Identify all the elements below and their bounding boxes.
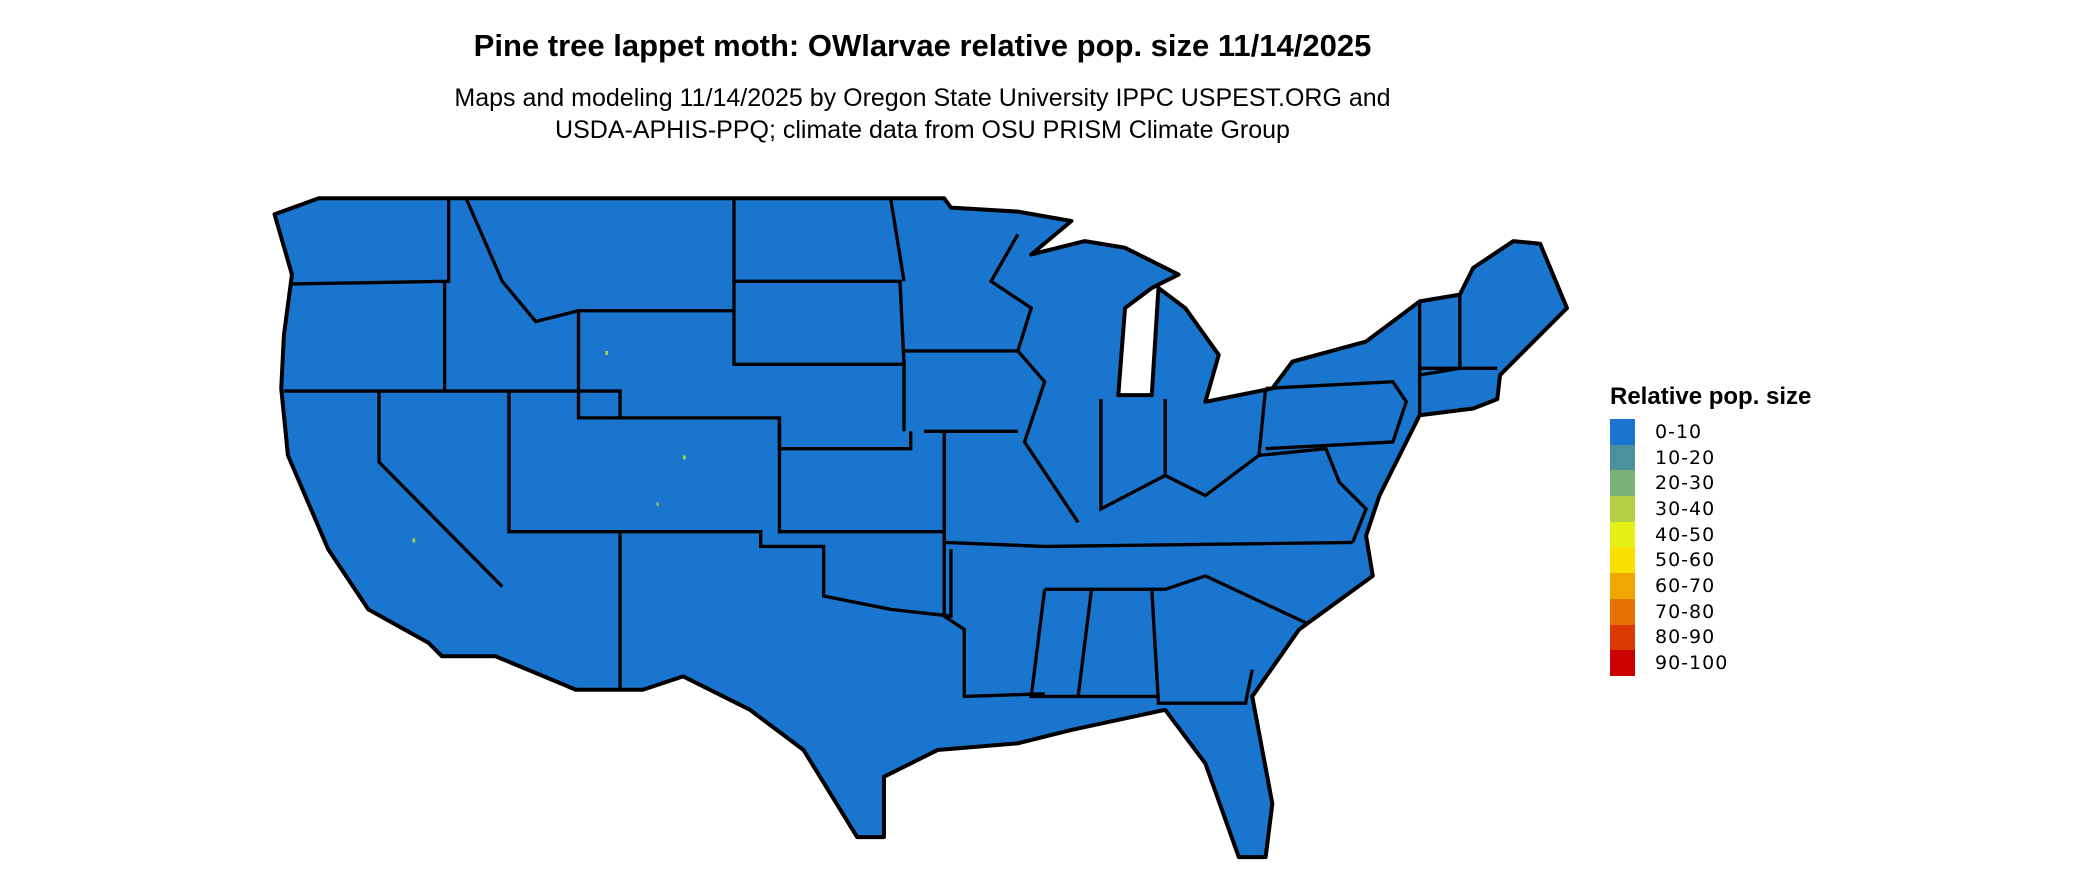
legend-class-specks (412, 350, 686, 543)
map-title: Pine tree lappet moth: OWlarvae relative… (473, 28, 1372, 63)
legend-label: 30-40 (1655, 497, 1716, 520)
legend-item: 50-60 (1610, 547, 1811, 574)
legend-label: 90-100 (1655, 652, 1729, 675)
legend-item: 60-70 (1610, 573, 1811, 599)
legend-swatch (1610, 624, 1635, 651)
legend-swatch (1610, 573, 1635, 599)
legend-swatch (1610, 521, 1635, 548)
legend-item: 20-30 (1610, 470, 1811, 497)
legend-swatch (1610, 650, 1635, 676)
legend-label: 20-30 (1655, 472, 1716, 495)
map-subtitle-line-1: Maps and modeling 11/14/2025 by Oregon S… (454, 84, 1391, 112)
legend-swatch (1610, 470, 1635, 497)
legend-label: 70-80 (1655, 600, 1716, 623)
legend-item: 10-20 (1610, 444, 1811, 471)
us-outline (272, 196, 1569, 860)
legend-swatch (1610, 444, 1635, 471)
legend-label: 50-60 (1655, 549, 1716, 572)
legend-item: 40-50 (1610, 521, 1811, 548)
legend-item: 30-40 (1610, 496, 1811, 522)
legend-swatch (1610, 419, 1635, 445)
legend-title: Relative pop. size (1610, 383, 1812, 410)
legend-label: 0-10 (1655, 420, 1703, 443)
state-borders (283, 197, 1498, 705)
legend-label: 60-70 (1655, 574, 1716, 597)
legend-swatch (1610, 496, 1635, 522)
legend-label: 80-90 (1655, 626, 1716, 649)
legend-label: 10-20 (1655, 446, 1716, 469)
legend-item: 0-10 (1610, 419, 1811, 445)
legend: Relative pop. size 0-10 10-20 20-30 30-40 40… (1610, 383, 1811, 676)
legend-label: 40-50 (1655, 523, 1716, 546)
legend-item: 90-100 (1610, 650, 1811, 676)
legend-swatch (1610, 547, 1635, 574)
legend-item: 80-90 (1610, 624, 1811, 651)
map-subtitle-line-2: USDA-APHIS-PPQ; climate data from OSU PR… (555, 116, 1290, 144)
legend-swatch (1610, 598, 1635, 625)
legend-item: 70-80 (1610, 598, 1811, 625)
